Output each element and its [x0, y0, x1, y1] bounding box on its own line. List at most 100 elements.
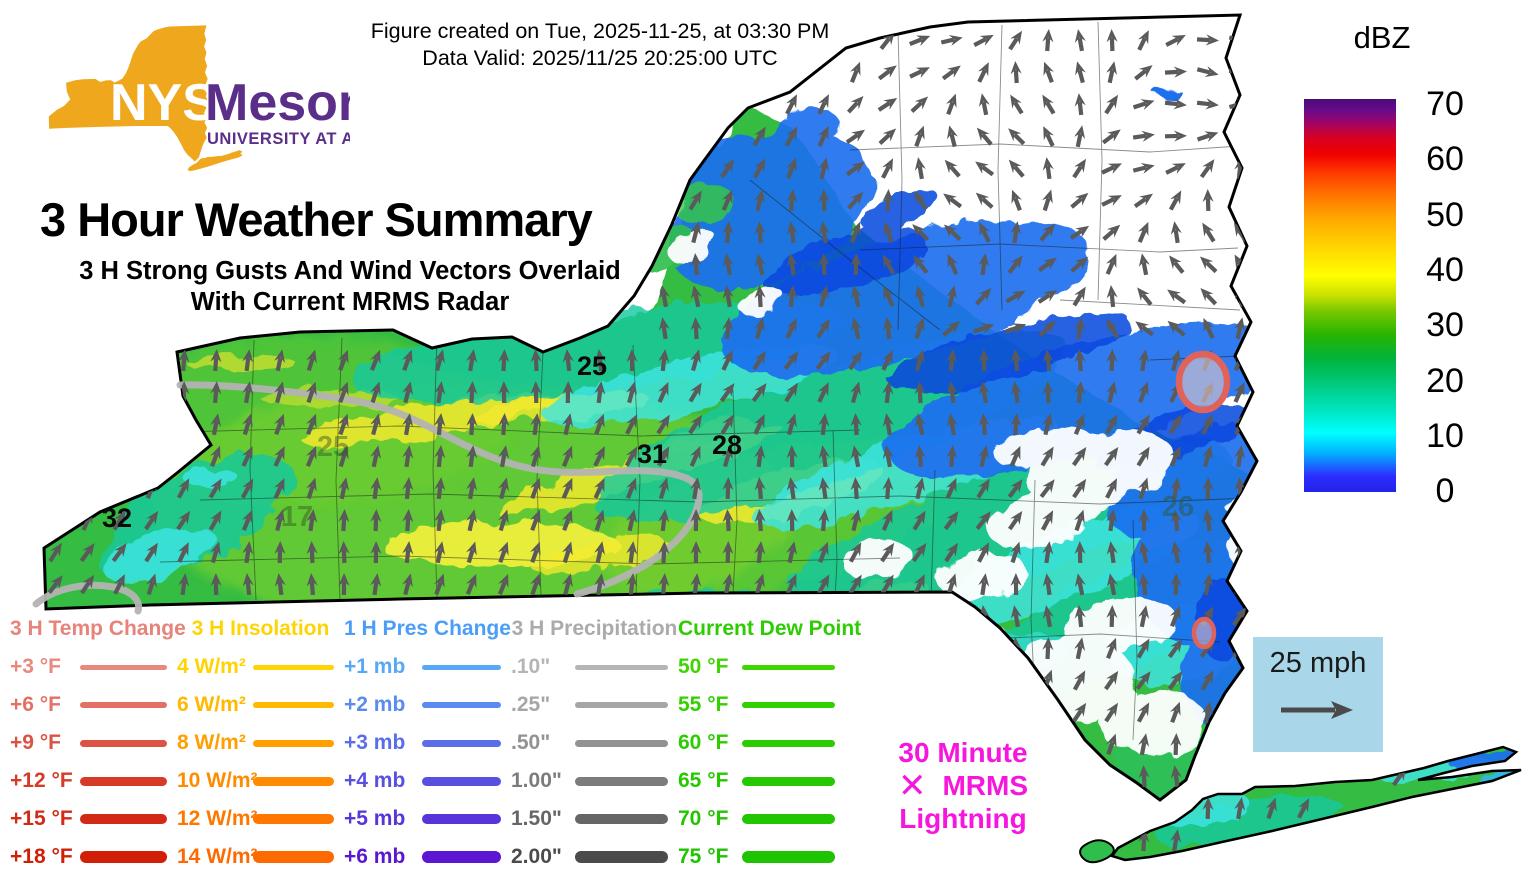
colorbar-title: dBZ	[1353, 20, 1411, 55]
legend-row-label: +4 mb	[344, 769, 406, 792]
legend-row: 65 °F	[678, 762, 845, 800]
title-block: 3 Hour Weather Summary 3 H Strong Gusts …	[40, 192, 672, 317]
legend-line-swatch	[742, 702, 835, 708]
legend-row: +3 °F	[10, 648, 177, 686]
county-lines	[159, 21, 1251, 741]
lightning-legend-line1: 30 Minute	[898, 737, 1028, 768]
legend-row: +15 °F	[10, 800, 177, 838]
colorbar-tick-60: 60	[1426, 140, 1464, 179]
legend-row: +2 mb	[344, 686, 511, 724]
legend-column-header: Current Dew Point	[678, 617, 862, 640]
legend-line-swatch	[575, 664, 668, 670]
legend-row-label: +15 °F	[10, 807, 73, 830]
legend-row: .10"	[511, 648, 678, 686]
legend-row-label: +2 mb	[344, 693, 406, 716]
staten-island	[1079, 839, 1115, 864]
subtitle-line2: With Current MRMS Radar	[190, 288, 510, 316]
legend-row: 75 °F	[678, 838, 845, 876]
nys-mesonet-logo: NYS Mesonet UNIVERSITY AT ALBANY	[20, 8, 416, 203]
legend-row: +5 mb	[344, 800, 511, 838]
legend-line-swatch	[575, 814, 668, 824]
legend-row: 14 W/m²	[177, 838, 344, 876]
legend-row: +18 °F	[10, 838, 177, 876]
legend-row-label: .25"	[511, 693, 551, 716]
colorbar-tick-10: 10	[1426, 416, 1464, 455]
lightning-legend-line2: MRMS	[942, 770, 1029, 801]
legend-line-swatch	[422, 814, 501, 824]
contour-legend: 3 H Temp Change +3 °F +6 °F +9 °F +12 °F +15 …	[10, 614, 862, 876]
colorbar-tick-40: 40	[1426, 250, 1464, 289]
legend-row-label: +9 °F	[10, 731, 62, 754]
legend-line-swatch	[742, 776, 835, 786]
legend-row-label: 6 W/m²	[177, 693, 246, 716]
legend-row-label: 1.50"	[511, 807, 562, 830]
legend-row-label: 60 °F	[678, 731, 729, 754]
legend-line-swatch	[80, 664, 167, 670]
legend-row-label: 75 °F	[678, 845, 729, 868]
legend-row: 12 W/m²	[177, 800, 344, 838]
legend-line-swatch	[80, 814, 167, 824]
legend-column-header: 1 H Pres Change	[344, 617, 511, 640]
legend-line-swatch	[253, 664, 334, 670]
wind-reference-arrow-icon	[1281, 701, 1353, 719]
legend-row-label: +1 mb	[344, 655, 406, 678]
legend-row: +12 °F	[10, 762, 177, 800]
colorbar-tick-50: 50	[1426, 195, 1464, 234]
legend-row: 60 °F	[678, 724, 845, 762]
legend-column-header: 3 H Temp Change	[10, 617, 186, 640]
lightning-circles	[1175, 350, 1231, 650]
legend-column-1: 3 H Insolation 4 W/m² 6 W/m² 8 W/m² 10 W/m² 1…	[177, 614, 344, 876]
gust-value-label: 31	[637, 439, 667, 469]
legend-line-swatch	[575, 851, 668, 863]
legend-row: 4 W/m²	[177, 648, 344, 686]
legend-row-label: 8 W/m²	[177, 731, 246, 754]
legend-row: +6 °F	[10, 686, 177, 724]
lightning-x-icon: ✕	[897, 766, 927, 805]
legend-column-2: 1 H Pres Change +1 mb +2 mb +3 mb +4 mb +5 mb…	[344, 614, 511, 876]
legend-line-swatch	[422, 851, 501, 863]
logo-nys-text: NYS	[110, 74, 217, 132]
legend-row: +6 mb	[344, 838, 511, 876]
legend-row: 1.00"	[511, 762, 678, 800]
legend-line-swatch	[742, 814, 835, 824]
data-valid-text: Data Valid: 2025/11/25 20:25:00 UTC	[422, 46, 778, 70]
legend-row: +4 mb	[344, 762, 511, 800]
legend-column-header: 3 H Precipitation	[511, 617, 678, 640]
legend-row-label: +6 mb	[344, 845, 406, 868]
legend-line-swatch	[80, 776, 167, 786]
legend-row-label: .10"	[511, 655, 551, 678]
legend-line-swatch	[80, 702, 167, 708]
legend-column-0: 3 H Temp Change +3 °F +6 °F +9 °F +12 °F +15 …	[10, 614, 186, 876]
faint-gust-value-label: 17	[281, 501, 313, 533]
legend-column-3: 3 H Precipitation .10" .25" .50" 1.00" 1.50" 2…	[511, 614, 678, 876]
figure-timestamps: Figure created on Tue, 2025-11-25, at 03…	[300, 18, 900, 72]
legend-row: +3 mb	[344, 724, 511, 762]
colorbar-tick-0: 0	[1435, 472, 1455, 511]
legend-row-label: +3 mb	[344, 731, 406, 754]
legend-row-label: +6 °F	[10, 693, 62, 716]
legend-column-header: 3 H Insolation	[191, 617, 330, 640]
legend-line-swatch	[742, 739, 835, 747]
legend-row: 50 °F	[678, 648, 845, 686]
legend-row: .25"	[511, 686, 678, 724]
legend-line-swatch	[742, 664, 835, 670]
legend-row: +1 mb	[344, 648, 511, 686]
legend-row: .50"	[511, 724, 678, 762]
legend-row-label: 2.00"	[511, 845, 562, 868]
legend-row-label: 12 W/m²	[177, 807, 258, 830]
precipitation-contours	[32, 381, 703, 615]
legend-line-swatch	[422, 702, 501, 708]
legend-column-4: Current Dew Point 50 °F 55 °F 60 °F 65 °F 70 …	[678, 614, 862, 876]
legend-line-swatch	[422, 776, 501, 786]
legend-line-swatch	[742, 851, 835, 863]
legend-row-label: .50"	[511, 731, 551, 754]
colorbar-tick-20: 20	[1426, 361, 1464, 400]
gust-labels: 25 31 28 32 25 17 26	[102, 351, 1194, 533]
legend-line-swatch	[575, 776, 668, 786]
legend-row-label: +12 °F	[10, 769, 73, 792]
legend-line-swatch	[422, 664, 501, 670]
lightning-area-circle	[1191, 616, 1217, 650]
legend-row-label: 55 °F	[678, 693, 729, 716]
legend-row: 6 W/m²	[177, 686, 344, 724]
